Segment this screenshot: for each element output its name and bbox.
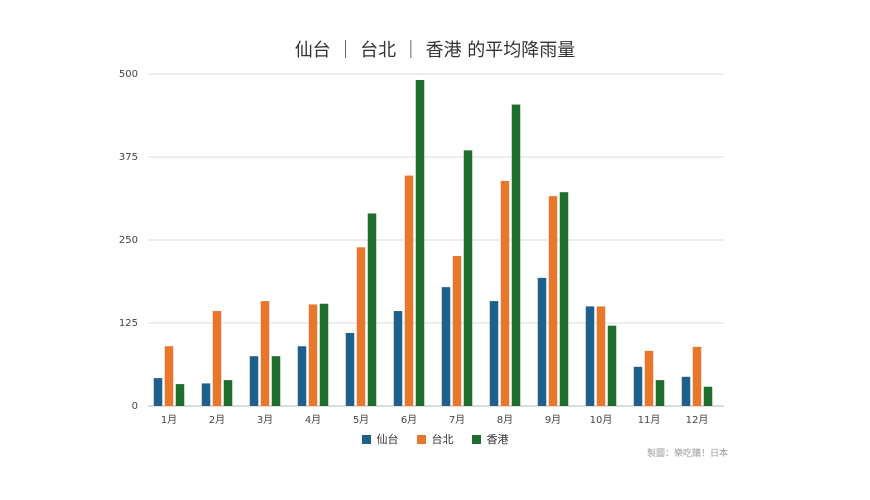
legend-item: 香港 bbox=[471, 431, 509, 447]
bar-香港-6月 bbox=[415, 79, 425, 406]
x-axis-ticks: 1月 2月 3月 4月 5月 6月 7月 8月 9月 10月 11月 12月 bbox=[161, 414, 709, 426]
bar-香港-9月 bbox=[559, 192, 569, 406]
legend-swatch bbox=[361, 434, 371, 444]
x-tick-label: 12月 bbox=[686, 414, 709, 426]
bar-香港-2月 bbox=[223, 380, 233, 406]
bar-仙台-6月 bbox=[393, 311, 403, 406]
x-tick-label: 9月 bbox=[545, 414, 561, 426]
bar-台北-5月 bbox=[356, 247, 366, 406]
y-tick-label: 125 bbox=[119, 318, 138, 329]
legend-label: 香港 bbox=[486, 433, 509, 446]
gridlines bbox=[148, 73, 724, 407]
bar-台北-7月 bbox=[452, 255, 462, 406]
bar-仙台-11月 bbox=[633, 366, 643, 406]
bar-台北-10月 bbox=[596, 306, 606, 406]
bar-香港-4月 bbox=[319, 303, 329, 406]
legend-item: 仙台 bbox=[361, 431, 399, 447]
bar-香港-10月 bbox=[607, 325, 617, 406]
y-tick-label: 0 bbox=[132, 401, 138, 412]
x-tick-label: 3月 bbox=[257, 414, 273, 426]
y-tick-label: 500 bbox=[119, 69, 138, 80]
legend-swatch bbox=[416, 434, 426, 444]
bar-仙台-2月 bbox=[201, 383, 211, 406]
bar-台北-4月 bbox=[308, 304, 318, 406]
bar-香港-1月 bbox=[175, 384, 185, 406]
bar-台北-9月 bbox=[548, 196, 558, 406]
bar-仙台-5月 bbox=[345, 332, 355, 406]
x-tick-label: 6月 bbox=[401, 414, 417, 426]
x-tick-label: 10月 bbox=[590, 414, 613, 426]
chart-credit: 製圖：樂吃購！日本 bbox=[646, 449, 728, 459]
bar-香港-5月 bbox=[367, 213, 377, 406]
legend-label: 仙台 bbox=[376, 433, 399, 446]
bar-台北-12月 bbox=[692, 346, 702, 406]
y-tick-label: 375 bbox=[119, 152, 138, 163]
bar-仙台-9月 bbox=[537, 277, 547, 406]
bar-香港-3月 bbox=[271, 356, 281, 406]
bar-台北-11月 bbox=[644, 350, 654, 406]
legend-label: 台北 bbox=[431, 433, 454, 446]
x-tick-label: 2月 bbox=[209, 414, 225, 426]
bar-仙台-3月 bbox=[249, 356, 259, 406]
x-tick-label: 4月 bbox=[305, 414, 321, 426]
x-tick-label: 7月 bbox=[449, 414, 465, 426]
x-tick-label: 1月 bbox=[161, 414, 177, 426]
legend-swatch bbox=[471, 434, 481, 444]
x-tick-label: 8月 bbox=[497, 414, 513, 426]
y-tick-label: 250 bbox=[119, 235, 138, 246]
bar-台北-1月 bbox=[164, 346, 174, 406]
bar-仙台-8月 bbox=[489, 301, 499, 406]
bar-香港-7月 bbox=[463, 150, 473, 406]
bar-香港-11月 bbox=[655, 380, 665, 406]
bar-仙台-10月 bbox=[585, 306, 595, 406]
bar-台北-8月 bbox=[500, 180, 510, 406]
bar-香港-8月 bbox=[511, 104, 521, 406]
bars bbox=[153, 79, 713, 406]
bar-香港-12月 bbox=[703, 386, 713, 406]
chart-title: 仙台 ｜ 台北 ｜ 香港 的平均降雨量 bbox=[294, 40, 576, 61]
bar-仙台-1月 bbox=[153, 378, 163, 406]
chart-legend: 仙台 台北 香港 bbox=[0, 431, 870, 447]
x-tick-label: 5月 bbox=[353, 414, 369, 426]
y-axis-ticks: 0 125 250 375 500 bbox=[119, 69, 138, 412]
x-tick-label: 11月 bbox=[638, 414, 661, 426]
legend-item: 台北 bbox=[416, 431, 454, 447]
bar-仙台-4月 bbox=[297, 346, 307, 406]
bar-台北-3月 bbox=[260, 301, 270, 406]
bar-仙台-12月 bbox=[681, 376, 691, 406]
bar-台北-6月 bbox=[404, 175, 414, 406]
bar-仙台-7月 bbox=[441, 287, 451, 406]
bar-台北-2月 bbox=[212, 311, 222, 406]
